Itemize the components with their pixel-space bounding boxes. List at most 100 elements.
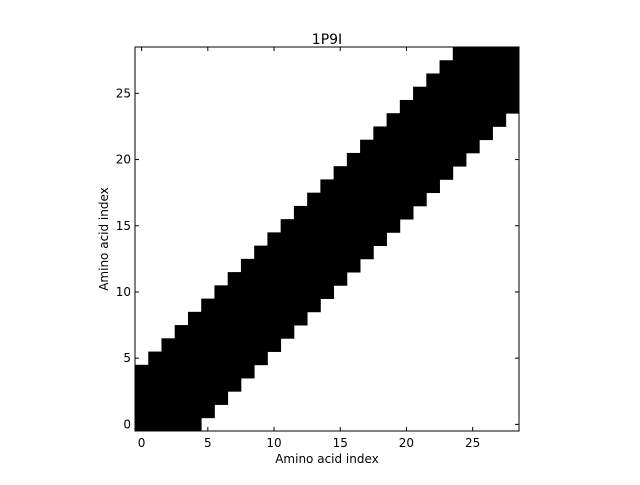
heatmap-cell (135, 378, 149, 392)
heatmap-cell (413, 179, 427, 194)
heatmap-cell (386, 113, 401, 127)
heatmap-cell (505, 47, 520, 61)
y-tick-label: 5 (123, 351, 131, 365)
heatmap-cell (320, 272, 335, 286)
heatmap-cell (320, 232, 335, 247)
heatmap-cell (201, 404, 215, 419)
heatmap-cell (320, 179, 335, 194)
heatmap-cell (267, 258, 282, 273)
heatmap-cell (466, 139, 480, 154)
heatmap-cell (240, 338, 255, 352)
heatmap-cell (505, 86, 520, 101)
heatmap-cell (346, 179, 361, 194)
heatmap-cell (360, 166, 374, 180)
heatmap-cell (346, 232, 361, 247)
heatmap-cell (280, 311, 295, 326)
heatmap-cell (254, 245, 268, 260)
heatmap-cell (227, 351, 242, 366)
y-axis-ticks: 0 5 10 15 20 25 (116, 86, 519, 431)
heatmap-cell (214, 311, 229, 326)
heatmap-cell (399, 113, 414, 127)
heatmap-cell (187, 325, 202, 339)
heatmap-cell (227, 378, 242, 392)
heatmap-cell (452, 99, 467, 114)
heatmap-cell (135, 364, 149, 379)
heatmap-cell (307, 258, 321, 273)
heatmap-cell (161, 351, 176, 366)
heatmap-cell (187, 364, 202, 379)
heatmap-cell (293, 285, 308, 299)
heatmap-cell (320, 245, 335, 260)
heatmap-cell (240, 351, 255, 366)
heatmap-cell (373, 205, 387, 220)
heatmap-cell (373, 126, 387, 141)
x-axis-ticks: 0 5 10 15 20 25 (138, 47, 480, 450)
heatmap-cell (413, 166, 427, 180)
x-tick-label: 0 (138, 436, 146, 450)
heatmap-cell (240, 364, 255, 379)
y-axis-label: Amino acid index (97, 187, 111, 291)
heatmap-cell (426, 179, 440, 194)
heatmap-cell (413, 192, 427, 207)
heatmap-cell (386, 192, 401, 207)
heatmap-cell (426, 99, 440, 114)
heatmap-cell (267, 272, 282, 286)
x-axis-label: Amino acid index (275, 452, 379, 466)
heatmap-cell (280, 272, 295, 286)
heatmap-cell (240, 258, 255, 273)
heatmap-cell (227, 285, 242, 299)
heatmap-cell (346, 258, 361, 273)
heatmap-cell (386, 205, 401, 220)
heatmap-cell (280, 298, 295, 313)
heatmap-cell (280, 219, 295, 233)
y-tick-label: 15 (116, 219, 131, 233)
heatmap-cell (386, 219, 401, 233)
heatmap-cell (439, 86, 454, 101)
heatmap-cell (452, 126, 467, 141)
heatmap-cell (227, 311, 242, 326)
heatmap-cell (426, 152, 440, 167)
heatmap-cell (254, 298, 268, 313)
heatmap-cell (466, 99, 480, 114)
heatmap-cell (148, 364, 162, 379)
heatmap-cell (333, 272, 348, 286)
heatmap-cell (466, 86, 480, 101)
heatmap-cell (267, 325, 282, 339)
heatmap-cell (492, 60, 507, 74)
heatmap-cell (293, 298, 308, 313)
heatmap-cell (466, 60, 480, 74)
heatmap-cell (479, 73, 493, 88)
heatmap-cell (240, 325, 255, 339)
heatmap-cell (293, 205, 308, 220)
heatmap-cell (346, 219, 361, 233)
heatmap-cell (320, 285, 335, 299)
heatmap-cell (505, 60, 520, 74)
heatmap-cell (399, 166, 414, 180)
heatmap-cell (174, 404, 189, 419)
heatmap-cell (307, 285, 321, 299)
heatmap-cell (214, 378, 229, 392)
heatmap-cell (254, 311, 268, 326)
heatmap-cell (307, 245, 321, 260)
heatmap-cell (466, 47, 480, 61)
heatmap-cell (373, 166, 387, 180)
heatmap-cell (214, 391, 229, 405)
heatmap-cell (320, 219, 335, 233)
heatmap-cell (267, 232, 282, 247)
heatmap-cell (426, 166, 440, 180)
heatmap-cell (187, 311, 202, 326)
heatmap-cell (479, 60, 493, 74)
heatmap-cell (307, 298, 321, 313)
heatmap-cell (161, 338, 176, 352)
heatmap-cell (452, 139, 467, 154)
heatmap-cell (148, 391, 162, 405)
heatmap-cell (187, 391, 202, 405)
heatmap-cell (346, 205, 361, 220)
heatmap-cell (399, 139, 414, 154)
heatmap-cell (187, 351, 202, 366)
heatmap-cell (479, 86, 493, 101)
heatmap-cell (399, 205, 414, 220)
heatmap-cell (426, 73, 440, 88)
heatmap-cell (320, 258, 335, 273)
heatmap-cell (333, 205, 348, 220)
